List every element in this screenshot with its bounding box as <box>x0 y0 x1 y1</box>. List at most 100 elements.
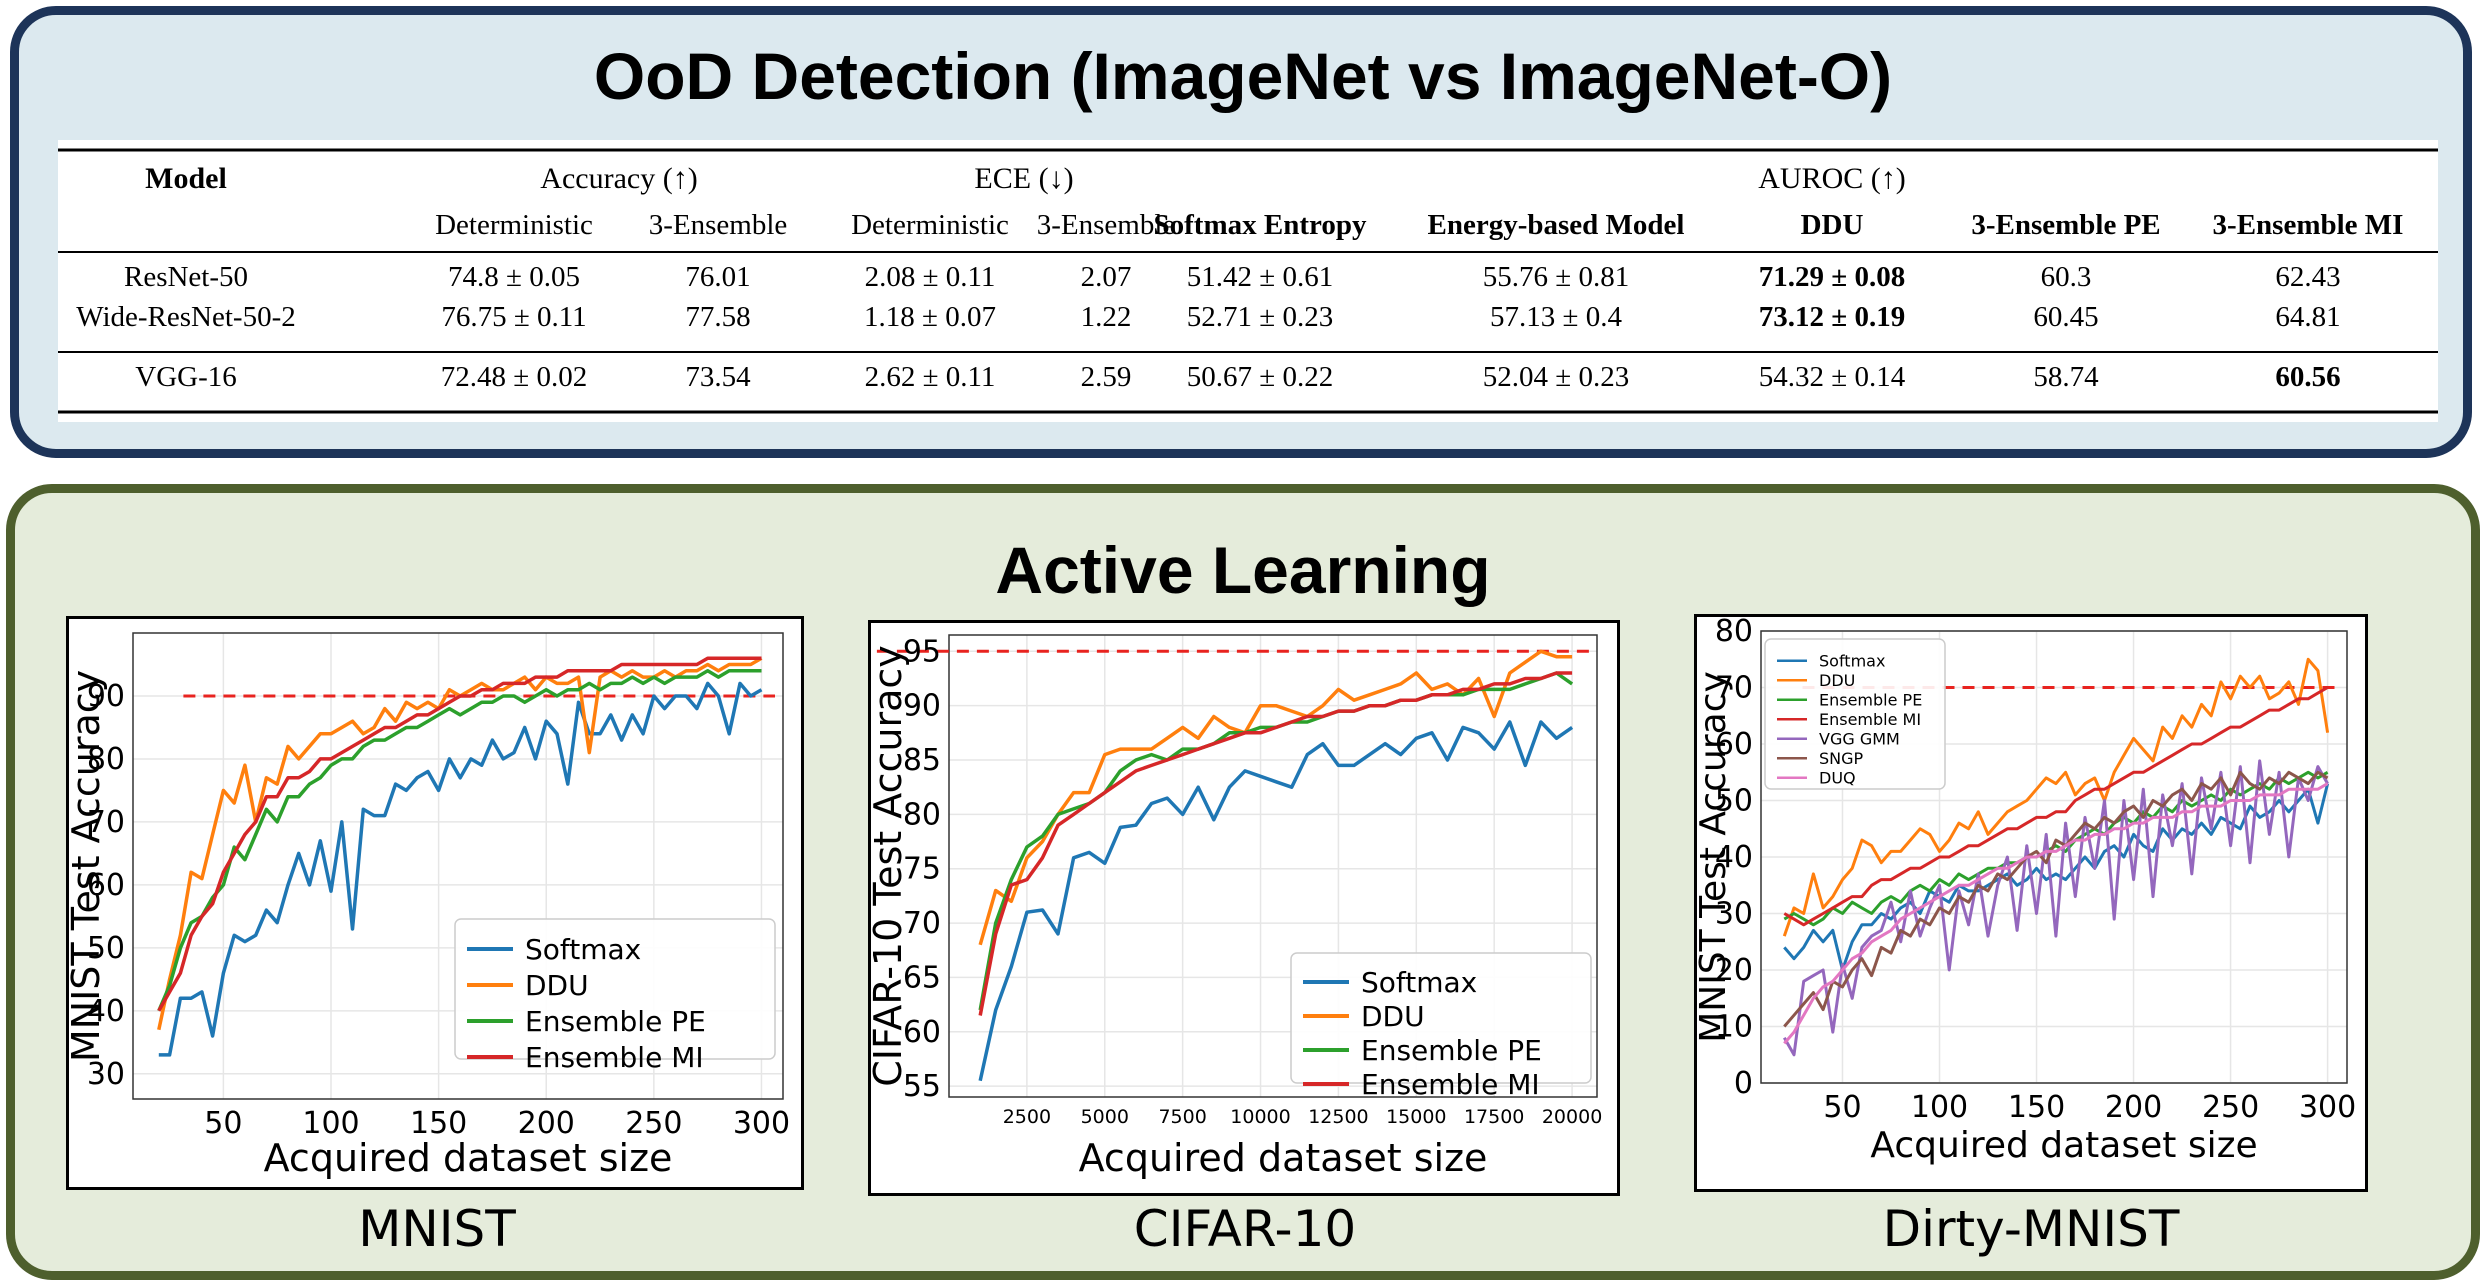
y-tick-label: 40 <box>1715 840 1753 875</box>
table-header-ece: ECE (↓) <box>974 162 1073 195</box>
mnist-chart: 50 100 150 200 250 300 30 40 50 60 70 80 90 Acquired … <box>64 616 804 1190</box>
series-line-softmax <box>1783 783 2330 972</box>
y-tick-label: 10 <box>1715 1010 1753 1045</box>
legend-label: Ensemble MI <box>1361 1068 1540 1101</box>
y-tick-label: 55 <box>903 1069 941 1104</box>
y-tick-label: 50 <box>87 931 125 966</box>
x-tick-label: 50 <box>1823 1090 1861 1125</box>
table-row-model: VGG-16 <box>135 361 237 393</box>
legend-label: DDU <box>525 969 589 1002</box>
legend-box <box>454 918 776 1060</box>
table-cell: 71.29 ± 0.08 <box>1759 261 1905 293</box>
table-cell: 73.54 <box>685 361 751 393</box>
x-tick-label: 200 <box>518 1106 575 1141</box>
x-tick-label: 300 <box>2299 1090 2356 1125</box>
x-tick-label: 200 <box>2105 1090 2162 1125</box>
table-cell: 2.08 ± 0.11 <box>865 261 996 293</box>
x-tick-label: 300 <box>733 1106 790 1141</box>
y-axis-label: MNIST Test Accuracy <box>1697 671 1734 1043</box>
y-tick-label: 70 <box>1715 671 1753 706</box>
x-tick-label: 17500 <box>1464 1106 1524 1128</box>
x-tick-label: 250 <box>2202 1090 2259 1125</box>
cifar10-caption: CIFAR-10 <box>1133 1200 1357 1258</box>
table-cell: 72.48 ± 0.02 <box>441 361 587 393</box>
series-line-ensemble-mi <box>157 656 762 1012</box>
y-tick-label: 60 <box>87 868 125 903</box>
dirty-mnist-chart-svg: 50 100 150 200 250 300 0 10 20 30 40 50 60 70 80 Acquir… <box>1693 614 2356 1166</box>
x-tick-label: 15000 <box>1386 1106 1446 1128</box>
table-cell: 2.07 <box>1081 261 1132 293</box>
x-tick-label: 20000 <box>1542 1106 1602 1128</box>
x-tick-label: 50 <box>204 1106 242 1141</box>
y-tick-label: 0 <box>1734 1066 1753 1101</box>
mnist-caption: MNIST <box>358 1200 516 1258</box>
table-header-auroc: AUROC (↑) <box>1758 162 1906 195</box>
legend-label: Ensemble MI <box>1819 710 1921 729</box>
legend-label: Ensemble MI <box>525 1041 704 1074</box>
table-cell: 1.18 ± 0.07 <box>864 301 996 333</box>
table-subheader: 3-Ensemble PE <box>1971 209 2160 241</box>
x-tick-label: 250 <box>625 1106 682 1141</box>
table-subheader: 3-Ensemble MI <box>2213 209 2404 241</box>
table-subheader: Deterministic <box>435 209 593 241</box>
table-row-model: ResNet-50 <box>124 261 248 293</box>
table-cell: 64.81 <box>2275 301 2340 333</box>
active-learning-title: Active Learning <box>995 533 1491 607</box>
table-cell: 57.13 ± 0.4 <box>1490 301 1622 333</box>
series-line-sngp <box>1783 770 2329 1028</box>
table-cell: 51.42 ± 0.61 <box>1187 261 1333 293</box>
dirty-mnist-caption: Dirty-MNIST <box>1882 1200 2180 1258</box>
x-tick-label: 5000 <box>1081 1106 1129 1128</box>
mnist-chart-svg: 50 100 150 200 250 300 30 40 50 60 70 80 90 Acquired … <box>64 632 790 1180</box>
x-tick-label: 12500 <box>1308 1106 1368 1128</box>
legend-label: DUQ <box>1819 769 1856 788</box>
table-header-model: Model <box>145 162 227 195</box>
table-cell: 2.59 <box>1081 361 1132 393</box>
legend-label: SNGP <box>1819 749 1864 768</box>
y-tick-label: 40 <box>87 994 125 1029</box>
table-subheader: 3-Ensemble <box>649 209 788 241</box>
table-cell: 77.58 <box>685 301 750 333</box>
table-cell: 52.71 ± 0.23 <box>1187 301 1333 333</box>
y-tick-label: 30 <box>87 1057 125 1092</box>
legend-label: Softmax <box>1361 966 1477 999</box>
x-tick-label: 100 <box>302 1106 359 1141</box>
x-axis-label: Acquired dataset size <box>1079 1136 1488 1180</box>
y-tick-label: 65 <box>903 960 941 995</box>
table-cell: 50.67 ± 0.22 <box>1187 361 1333 393</box>
y-axis-label: MNIST Test Accuracy <box>69 670 108 1062</box>
table-cell: 60.45 <box>2033 301 2098 333</box>
table-cell: 58.74 <box>2033 361 2099 393</box>
y-tick-label: 85 <box>903 743 941 778</box>
cifar10-chart-svg: 2500 5000 7500 10000 12500 15000 17500 20000 55 6… <box>866 634 1602 1180</box>
legend-box <box>1764 638 1946 790</box>
x-tick-label: 150 <box>410 1106 467 1141</box>
table-cell: 52.04 ± 0.23 <box>1483 361 1629 393</box>
x-tick-label: 150 <box>2008 1090 2065 1125</box>
table-cell: 73.12 ± 0.19 <box>1759 301 1905 333</box>
y-tick-label: 75 <box>903 852 941 887</box>
table-row-model: Wide-ResNet-50-2 <box>76 301 295 333</box>
table-subheader: DDU <box>1801 209 1864 241</box>
x-tick-label: 100 <box>1911 1090 1968 1125</box>
x-tick-label: 2500 <box>1003 1106 1051 1128</box>
table-header-accuracy: Accuracy (↑) <box>540 162 697 195</box>
table-cell: 76.01 <box>685 261 750 293</box>
y-tick-label: 60 <box>903 1015 941 1050</box>
ood-table: Model Accuracy (↑) ECE (↓) AUROC (↑) Determi… <box>58 140 2438 422</box>
plot-frame <box>948 634 1598 1098</box>
y-axis-label: CIFAR-10 Test Accuracy <box>871 645 910 1087</box>
legend-label: Softmax <box>1819 652 1885 671</box>
y-tick-label: 60 <box>1715 727 1753 762</box>
y-tick-label: 90 <box>903 689 941 724</box>
y-tick-label: 90 <box>87 679 125 714</box>
table-subheader: Deterministic <box>851 209 1009 241</box>
table-cell: 1.22 <box>1081 301 1132 333</box>
legend-label: DDU <box>1361 1000 1425 1033</box>
table-cell: 2.62 ± 0.11 <box>865 361 996 393</box>
table-cell: 55.76 ± 0.81 <box>1483 261 1629 293</box>
table-cell: 76.75 ± 0.11 <box>441 301 586 333</box>
y-tick-label: 80 <box>903 797 941 832</box>
table-cell: 74.8 ± 0.05 <box>448 261 580 293</box>
x-axis-label: Acquired dataset size <box>264 1136 673 1180</box>
